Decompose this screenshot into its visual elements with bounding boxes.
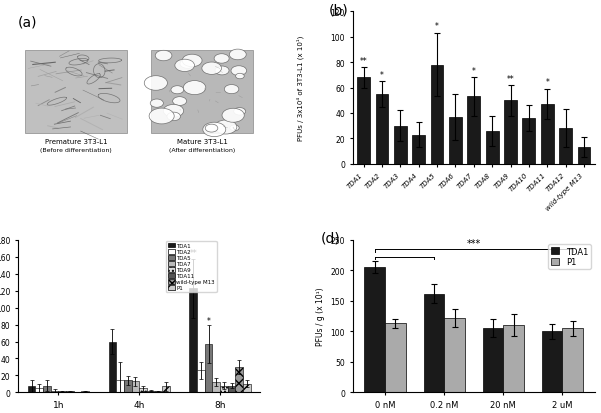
Circle shape — [180, 60, 195, 69]
Circle shape — [163, 105, 184, 118]
Circle shape — [183, 81, 206, 95]
Bar — [220, 386, 228, 392]
Bar — [243, 384, 251, 392]
Text: *: * — [472, 67, 476, 76]
Bar — [483, 328, 504, 392]
Circle shape — [155, 51, 172, 62]
Bar — [25, 50, 127, 134]
Bar — [412, 135, 425, 164]
Bar — [43, 386, 50, 392]
Text: Premature 3T3-L1: Premature 3T3-L1 — [45, 138, 108, 145]
Bar — [424, 294, 444, 392]
Circle shape — [205, 125, 218, 133]
Text: (a): (a) — [18, 15, 37, 29]
Bar — [394, 126, 407, 164]
Circle shape — [215, 67, 229, 76]
Bar — [431, 66, 444, 164]
Text: *: * — [380, 71, 384, 80]
Circle shape — [175, 60, 195, 72]
Circle shape — [202, 63, 222, 75]
Bar — [376, 95, 388, 164]
Bar — [504, 325, 524, 392]
Bar — [385, 324, 406, 392]
Circle shape — [231, 66, 246, 76]
Text: *: * — [207, 316, 210, 325]
Bar — [357, 78, 370, 164]
Bar — [444, 318, 465, 392]
Bar — [50, 391, 58, 392]
Bar — [542, 332, 563, 392]
Circle shape — [203, 123, 226, 137]
Circle shape — [230, 50, 246, 61]
Circle shape — [230, 126, 239, 131]
Circle shape — [224, 85, 239, 95]
Bar — [522, 119, 535, 164]
Bar — [151, 50, 253, 134]
Bar — [116, 380, 124, 392]
Bar — [578, 148, 590, 164]
Bar — [504, 101, 517, 164]
Text: **: ** — [360, 57, 367, 66]
Text: **: ** — [189, 248, 197, 257]
Bar — [132, 381, 139, 392]
Bar — [486, 131, 499, 164]
Circle shape — [236, 74, 244, 80]
Bar — [468, 97, 480, 164]
Circle shape — [234, 108, 246, 116]
Circle shape — [222, 109, 244, 123]
Circle shape — [150, 100, 163, 108]
Bar — [139, 388, 147, 392]
Bar — [197, 370, 205, 392]
Circle shape — [172, 97, 187, 106]
Circle shape — [167, 113, 180, 121]
Bar — [109, 342, 116, 392]
Bar — [236, 367, 243, 392]
Circle shape — [215, 121, 237, 135]
Bar — [449, 118, 462, 164]
Text: (After differentiation): (After differentiation) — [169, 148, 236, 153]
Text: ***: *** — [466, 239, 481, 249]
Bar — [559, 129, 572, 164]
Bar — [28, 387, 35, 392]
Text: *: * — [435, 22, 439, 31]
Bar — [212, 382, 220, 392]
Text: **: ** — [507, 74, 514, 83]
Bar — [162, 387, 170, 392]
Text: (b): (b) — [328, 3, 348, 17]
Bar — [541, 105, 554, 164]
Circle shape — [149, 109, 174, 125]
Text: *: * — [545, 78, 549, 87]
Y-axis label: PFUs / g (x 10¹): PFUs / g (x 10¹) — [316, 287, 325, 346]
Circle shape — [182, 55, 202, 68]
Bar — [563, 328, 583, 392]
Bar — [124, 380, 132, 392]
Circle shape — [214, 55, 229, 64]
Text: Mature 3T3-L1: Mature 3T3-L1 — [177, 138, 228, 145]
Circle shape — [144, 76, 168, 91]
Legend: TDA1, P1: TDA1, P1 — [549, 244, 591, 269]
Bar — [147, 391, 154, 392]
Bar — [35, 388, 43, 392]
Text: (Before differentiation): (Before differentiation) — [40, 148, 112, 153]
Text: (d): (d) — [321, 231, 341, 245]
Bar — [189, 289, 197, 392]
Bar — [364, 268, 385, 392]
Circle shape — [171, 86, 184, 95]
Y-axis label: PFUs / 3x10⁴ of 3T3-L1 (x 10¹): PFUs / 3x10⁴ of 3T3-L1 (x 10¹) — [296, 36, 304, 141]
Legend: TDA1, TDA2, TDA5, TDA7, TDA9, TDA11, wild-type M13, P1: TDA1, TDA2, TDA5, TDA7, TDA9, TDA11, wil… — [166, 242, 216, 292]
Bar — [205, 344, 212, 392]
Bar — [228, 386, 236, 392]
